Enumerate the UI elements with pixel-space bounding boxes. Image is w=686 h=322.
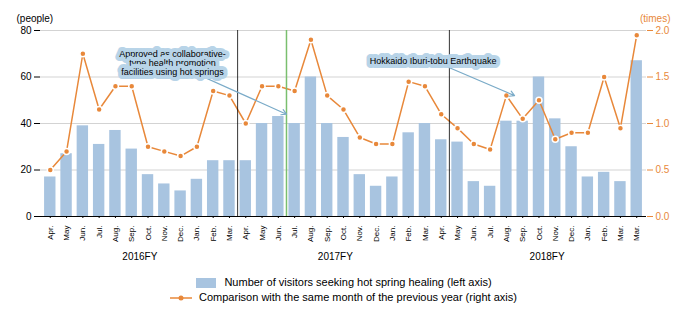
svg-text:Aug.: Aug. bbox=[306, 226, 315, 242]
svg-text:Oct.: Oct. bbox=[144, 226, 153, 241]
svg-text:Dec.: Dec. bbox=[176, 226, 185, 242]
svg-text:Mar.: Mar. bbox=[616, 226, 625, 242]
svg-text:Dec.: Dec. bbox=[372, 226, 381, 242]
svg-text:Jun.: Jun. bbox=[469, 226, 478, 241]
svg-text:Nov.: Nov. bbox=[551, 226, 560, 242]
svg-text:Dec.: Dec. bbox=[567, 226, 576, 242]
svg-text:Apr.: Apr. bbox=[241, 226, 250, 240]
svg-text:Mar.: Mar. bbox=[632, 226, 641, 242]
svg-text:Mar.: Mar. bbox=[225, 226, 234, 242]
svg-text:Feb.: Feb. bbox=[209, 226, 218, 242]
svg-text:60: 60 bbox=[20, 71, 32, 82]
svg-text:Jan.: Jan. bbox=[192, 226, 201, 241]
svg-text:Feb.: Feb. bbox=[600, 226, 609, 242]
svg-text:(times): (times) bbox=[640, 13, 671, 24]
svg-text:May: May bbox=[62, 226, 71, 241]
svg-text:May: May bbox=[453, 226, 462, 241]
svg-text:Sep.: Sep. bbox=[323, 226, 332, 242]
svg-text:May: May bbox=[258, 226, 267, 241]
svg-text:Aug.: Aug. bbox=[111, 226, 120, 242]
svg-text:2018FY: 2018FY bbox=[530, 251, 565, 262]
svg-text:Nov.: Nov. bbox=[160, 226, 169, 242]
svg-text:Hokkaido Iburi-tobu Earthquake: Hokkaido Iburi-tobu Earthquake bbox=[370, 56, 497, 66]
svg-text:1.5: 1.5 bbox=[656, 71, 670, 82]
svg-text:Jan.: Jan. bbox=[388, 226, 397, 241]
svg-text:2016FY: 2016FY bbox=[122, 251, 157, 262]
svg-text:Feb.: Feb. bbox=[404, 226, 413, 242]
svg-text:0.0: 0.0 bbox=[656, 211, 670, 222]
svg-text:Apr.: Apr. bbox=[437, 226, 446, 240]
svg-text:20: 20 bbox=[20, 164, 32, 175]
svg-text:Jan.: Jan. bbox=[583, 226, 592, 241]
svg-text:Mar.: Mar. bbox=[421, 226, 430, 242]
svg-text:Aug.: Aug. bbox=[502, 226, 511, 242]
svg-text:Sep.: Sep. bbox=[127, 226, 136, 242]
svg-text:80: 80 bbox=[20, 25, 32, 36]
svg-text:Jul.: Jul. bbox=[290, 226, 299, 238]
svg-text:Apr.: Apr. bbox=[46, 226, 55, 240]
svg-text:40: 40 bbox=[20, 118, 32, 129]
svg-text:2017FY: 2017FY bbox=[318, 251, 353, 262]
svg-text:2.0: 2.0 bbox=[656, 25, 670, 36]
svg-text:0.5: 0.5 bbox=[656, 164, 670, 175]
svg-text:Jun.: Jun. bbox=[78, 226, 87, 241]
svg-text:0: 0 bbox=[26, 211, 32, 222]
html-text:Number of visitors seeking hot: Number of visitors seeking hot spring he… bbox=[224, 276, 492, 288]
svg-text:Oct.: Oct. bbox=[339, 226, 348, 241]
svg-text:Jul.: Jul. bbox=[95, 226, 104, 238]
svg-text:(people): (people) bbox=[17, 13, 54, 24]
svg-text:Nov.: Nov. bbox=[355, 226, 364, 242]
svg-text:Sep.: Sep. bbox=[518, 226, 527, 242]
svg-text:Approved as collaborative-type: Approved as collaborative-type health pr… bbox=[119, 49, 226, 77]
html-text:Comparison with the same month: Comparison with the same month of the pr… bbox=[199, 291, 517, 303]
svg-text:1.0: 1.0 bbox=[656, 118, 670, 129]
svg-text:Jun.: Jun. bbox=[274, 226, 283, 241]
svg-text:Jul.: Jul. bbox=[486, 226, 495, 238]
svg-text:Oct.: Oct. bbox=[535, 226, 544, 241]
